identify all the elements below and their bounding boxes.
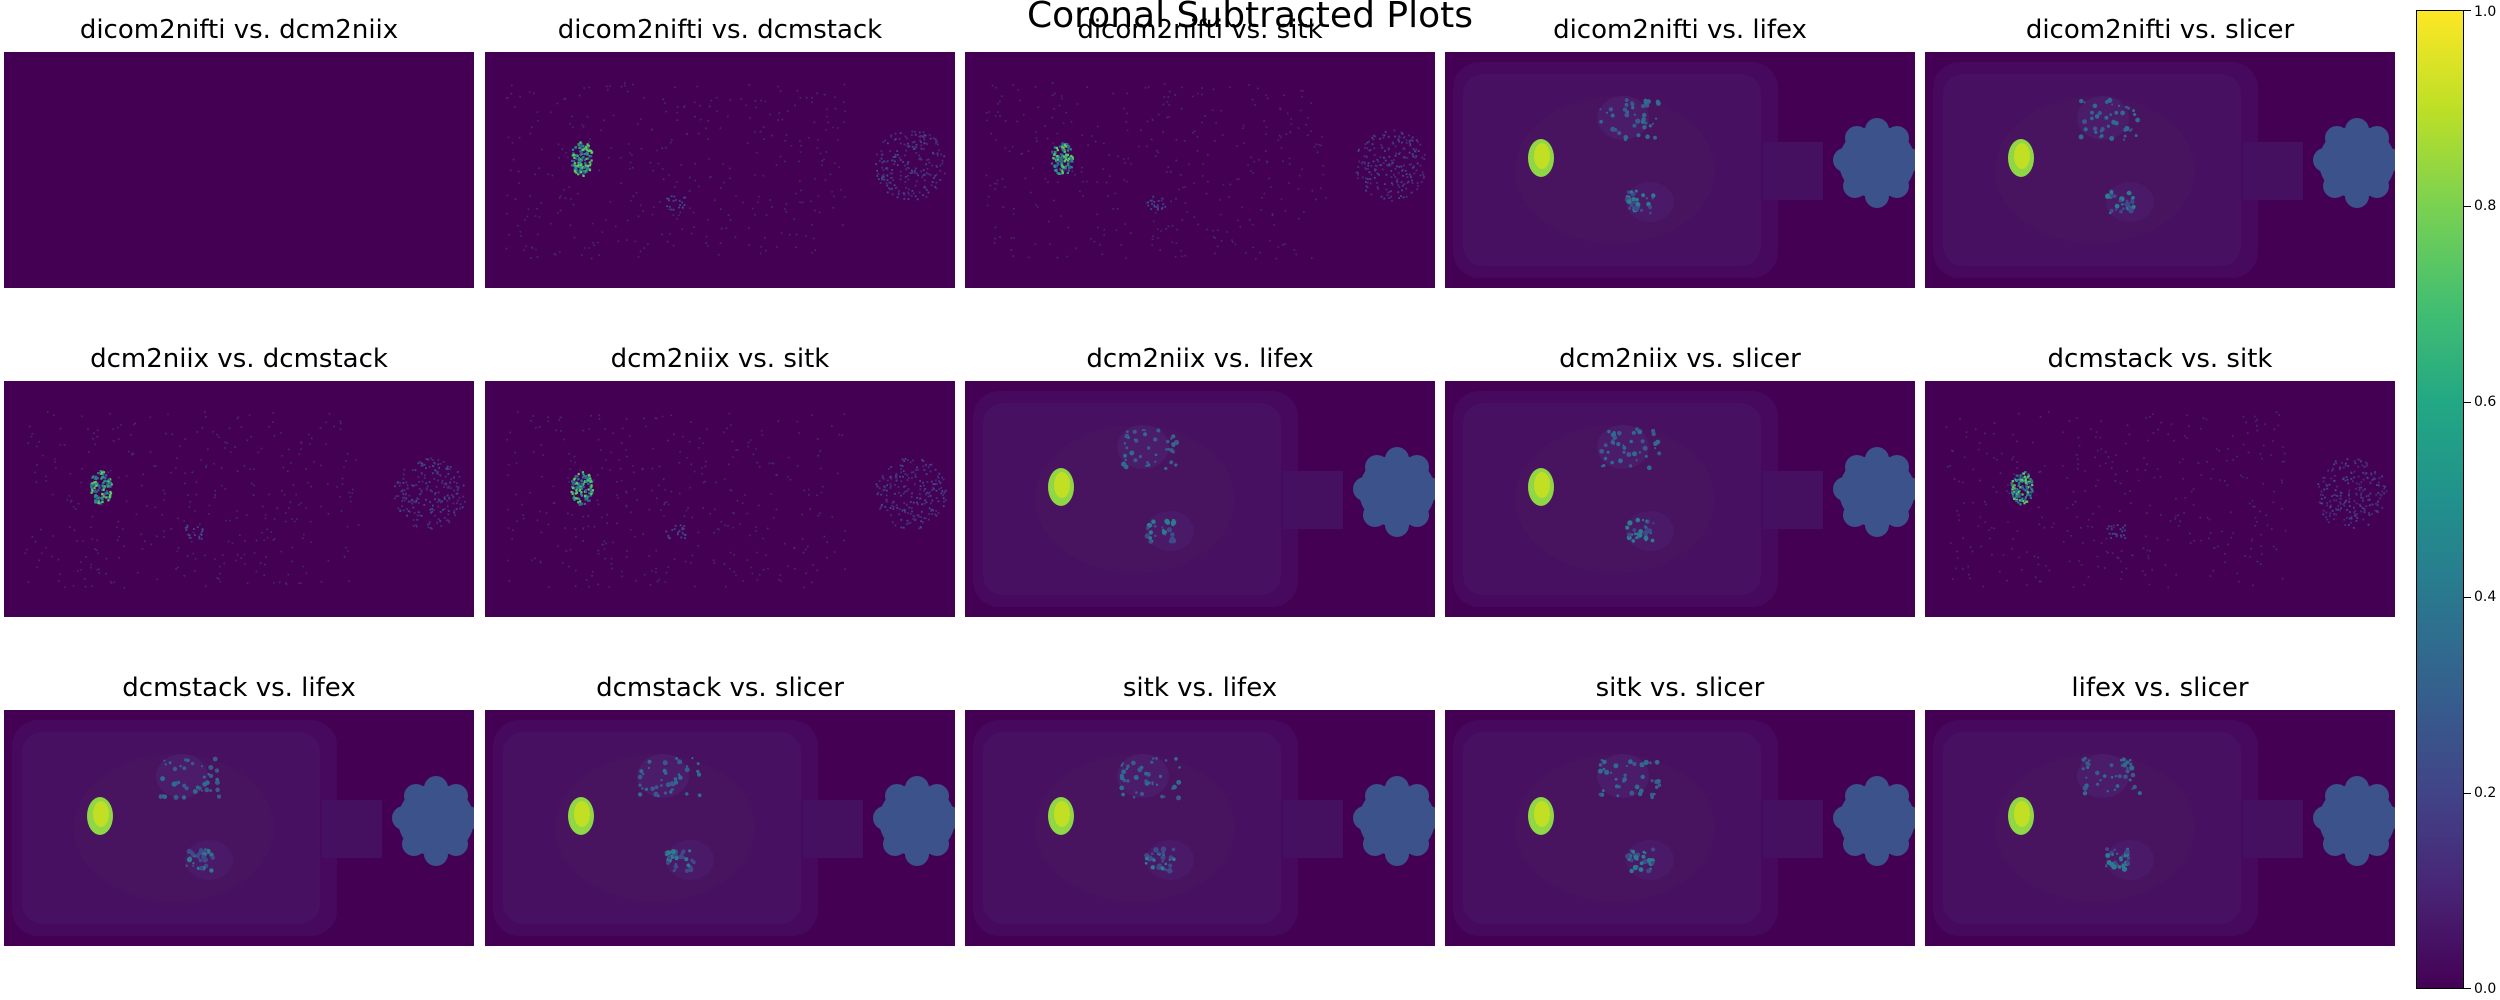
panel-title: dicom2nifti vs. slicer <box>2025 15 2295 45</box>
colorbar-tick <box>2464 206 2471 207</box>
panel-title: dcmstack vs. sitk <box>2047 344 2273 374</box>
heatmap-image <box>1445 381 1915 617</box>
colorbar-tick <box>2464 10 2471 11</box>
heatmap-image <box>485 52 955 288</box>
heatmap-image <box>1925 381 2395 617</box>
panel-title: dicom2nifti vs. dcm2niix <box>79 15 399 45</box>
panel-title: sitk vs. slicer <box>1595 673 1765 703</box>
heatmap-panel <box>1925 710 2395 946</box>
heatmap-image <box>485 710 955 946</box>
heatmap-panel <box>1925 52 2395 288</box>
panel-title: dcmstack vs. lifex <box>122 673 356 703</box>
heatmap-image <box>4 710 474 946</box>
heatmap-image <box>965 710 1435 946</box>
heatmap-image <box>485 381 955 617</box>
heatmap-image <box>1925 52 2395 288</box>
heatmap-image <box>965 381 1435 617</box>
colorbar-tick-label: 0.2 <box>2474 785 2497 801</box>
figure-title: Coronal Subtracted Plots <box>1027 0 1473 36</box>
heatmap-image <box>1445 52 1915 288</box>
heatmap-image <box>4 381 474 617</box>
colorbar-tick-label: 0.0 <box>2474 981 2497 997</box>
panel-title: dcm2niix vs. slicer <box>1559 344 1801 374</box>
colorbar-tick <box>2464 988 2471 989</box>
panel-title: dicom2nifti vs. sitk <box>1077 15 1323 45</box>
heatmap-panel <box>4 52 474 288</box>
panel-title: dicom2nifti vs. lifex <box>1553 15 1807 45</box>
heatmap-panel <box>4 381 474 617</box>
heatmap-image <box>4 52 474 288</box>
heatmap-image <box>1925 710 2395 946</box>
panel-title: dcm2niix vs. sitk <box>610 344 830 374</box>
panel-title: dcmstack vs. slicer <box>596 673 844 703</box>
heatmap-panel <box>4 710 474 946</box>
colorbar-tick <box>2464 402 2471 403</box>
colorbar <box>2416 10 2464 989</box>
heatmap-panel <box>965 710 1435 946</box>
heatmap-panel <box>485 52 955 288</box>
heatmap-image <box>1445 710 1915 946</box>
panel-title: dicom2nifti vs. dcmstack <box>557 15 883 45</box>
heatmap-panel <box>485 381 955 617</box>
heatmap-panel <box>965 381 1435 617</box>
heatmap-panel <box>965 52 1435 288</box>
panel-title: dcm2niix vs. lifex <box>1086 344 1314 374</box>
heatmap-panel <box>1445 381 1915 617</box>
colorbar-tick-label: 0.8 <box>2474 198 2497 214</box>
heatmap-image <box>965 52 1435 288</box>
colorbar-tick-label: 0.4 <box>2474 589 2497 605</box>
heatmap-panel <box>1445 52 1915 288</box>
heatmap-panel <box>485 710 955 946</box>
colorbar-tick-label: 0.6 <box>2474 394 2497 410</box>
panel-title: sitk vs. lifex <box>1122 673 1278 703</box>
panel-title: dcm2niix vs. dcmstack <box>90 344 388 374</box>
colorbar-tick <box>2464 793 2471 794</box>
heatmap-panel <box>1445 710 1915 946</box>
heatmap-panel <box>1925 381 2395 617</box>
colorbar-tick-label: 1.0 <box>2474 4 2497 20</box>
colorbar-tick <box>2464 597 2471 598</box>
panel-title: lifex vs. slicer <box>2071 673 2249 703</box>
